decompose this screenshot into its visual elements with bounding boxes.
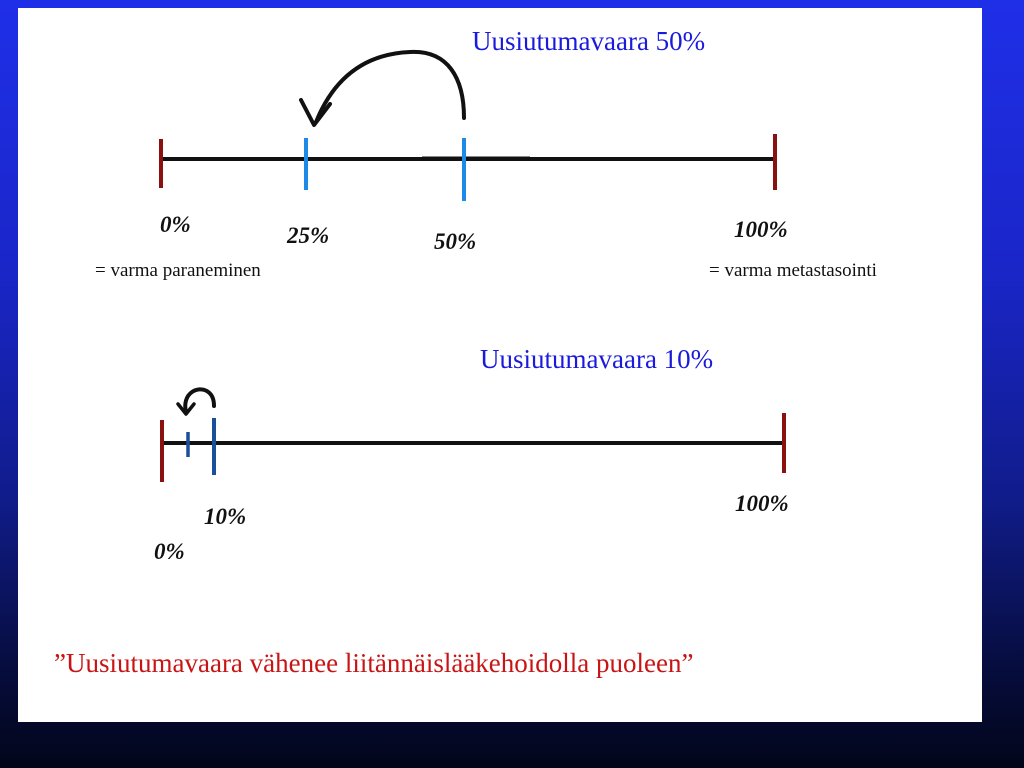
- timeline1-label-100: 100%: [734, 217, 788, 242]
- slide-canvas: Uusiutumavaara 50% 0% 25% 50% 100% = var…: [18, 8, 982, 722]
- quote-text: ”Uusiutumavaara vähenee liitännäislääkeh…: [54, 648, 694, 678]
- note-certain-cure: = varma paraneminen: [95, 260, 261, 281]
- timeline2-label-10: 10%: [204, 504, 247, 529]
- curved-arrow-50-to-25: [314, 49, 466, 124]
- diagram1-title: Uusiutumavaara 50%: [472, 26, 706, 56]
- curved-arrow-10-to-5: [183, 387, 216, 414]
- arrow-head-2: [176, 402, 196, 416]
- diagram2-title: Uusiutumavaara 10%: [480, 344, 714, 374]
- arrow-head-1: [299, 98, 332, 127]
- timeline1-label-25: 25%: [287, 223, 330, 248]
- timeline2-label-100: 100%: [735, 491, 789, 516]
- timeline2-label-0: 0%: [154, 539, 185, 564]
- timeline1-label-50: 50%: [434, 229, 477, 254]
- timelines-drawing: [159, 49, 786, 482]
- timeline1-label-0: 0%: [160, 212, 191, 237]
- note-certain-metastasis: = varma metastasointi: [709, 260, 877, 281]
